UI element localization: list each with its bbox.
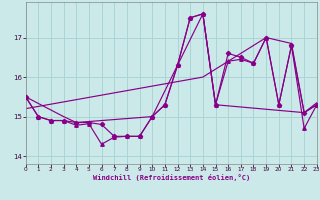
X-axis label: Windchill (Refroidissement éolien,°C): Windchill (Refroidissement éolien,°C) — [92, 174, 250, 181]
